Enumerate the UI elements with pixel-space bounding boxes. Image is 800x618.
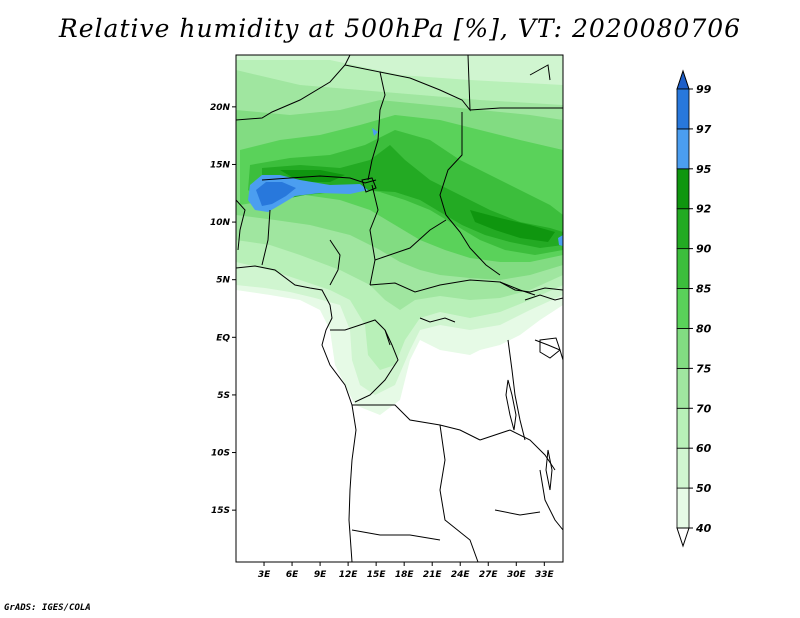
lat-tick-label: 5S [217,391,230,401]
lon-tick-label: 30E [507,570,527,580]
colorbar-band [676,88,690,130]
colorbar-band [676,168,690,210]
border-zambia-tanzania [479,429,556,471]
coastline-west-africa [236,265,357,562]
border-niger-chad [379,55,471,112]
border-nigeria-benin [261,209,271,266]
humidity-map: 20N 15N 10N 5N EQ 5S 10S 15S 3E 6E 9E 12E 15E 18E 21E… [210,54,712,580]
colorbar-label: 60 [696,442,712,455]
colorbar-label: 70 [696,402,712,415]
colorbar-legend: 40 50 60 70 75 80 85 90 92 95 97 99 [676,69,712,548]
grads-credit: GrADS: IGES/COLA [4,603,91,613]
lon-tick-label: 15E [367,570,387,580]
lake-victoria [539,337,561,359]
border-west-coast [236,199,246,251]
colorbar-label: 85 [696,283,712,296]
colorbar-label: 80 [696,322,712,335]
lon-tick-label: 12E [339,570,359,580]
humidity-zone-95c [558,235,563,246]
colorbar-label: 90 [696,243,712,256]
colorbar-band [676,288,690,329]
humidity-zone-92 [470,210,555,242]
border-congo-drc [354,329,399,403]
colorbar-band [676,128,690,170]
border-uganda-kenya [524,294,563,301]
lon-tick-label: 18E [395,570,415,580]
lat-tick-label: 10S [211,449,230,459]
zambezi-south [494,509,541,516]
lon-tick-label: 6E [286,570,299,580]
lon-tick-label: 3E [258,570,271,580]
colorbar-band [676,328,690,369]
border-cameroon-car [374,219,447,261]
colorbar-band [676,447,690,489]
congo-river-shore [419,317,456,323]
colorbar-band [676,367,690,409]
lat-tick-label: EQ [216,333,230,343]
lat-tick-label: 5N [216,276,230,286]
map-frame [235,54,564,563]
colorbar-label: 99 [696,83,712,96]
border-sudan-south [499,281,563,293]
lat-tick-label: 20N [210,103,231,113]
colorbar-label: 95 [696,163,712,176]
border-east-africa [534,339,563,361]
lake-malawi [545,449,553,491]
colorbar-band [676,208,690,250]
colorbar-label: 92 [696,203,712,216]
colorbar-band [676,487,690,529]
lat-tick-label: 15S [211,506,230,516]
lon-tick-label: 24E [451,570,471,580]
border-angola-zambia [439,424,479,562]
humidity-zone-97 [256,182,296,206]
border-niger-nigeria [261,175,377,184]
humidity-field [236,55,563,562]
lon-tick-label: 33E [535,570,555,580]
latitude-axis: 20N 15N 10N 5N EQ 5S 10S 15S [210,103,236,516]
border-angola-drc [352,404,481,441]
humidity-zone-95b [372,128,378,136]
border-mozambique [539,469,563,531]
lon-tick-label: 27E [479,570,499,580]
colorbar-band [676,407,690,449]
lon-tick-label: 9E [314,570,327,580]
country-borders [236,55,563,562]
lon-tick-label: 21E [423,570,443,580]
border-angola-namibia [351,529,441,541]
border-nigeria-cameroon [329,239,341,286]
colorbar-label: 50 [696,482,712,495]
lat-tick-label: 10N [210,218,231,228]
red-sea-coast [529,64,551,81]
border-chad-sudan [439,112,501,276]
colorbar-label: 40 [695,522,712,535]
lake-tanganyika [505,379,517,431]
lake-chad [361,177,377,193]
longitude-axis: 3E 6E 9E 12E 15E 18E 21E 24E 27E 30E 33E [258,562,555,580]
colorbar-top-arrow [676,69,690,90]
chart-title: Relative humidity at 500hPa [%], VT: 202… [58,14,742,43]
colorbar-band [676,248,690,289]
border-east-lakes [507,339,526,441]
colorbar-label: 75 [696,362,712,375]
colorbar-bottom-arrow [676,527,690,548]
border-chad-cameroon [369,184,379,286]
border-car-drc [369,279,536,296]
border-libya-sudan [469,107,563,111]
colorbar-label: 97 [696,123,712,136]
lat-tick-label: 15N [210,160,231,170]
